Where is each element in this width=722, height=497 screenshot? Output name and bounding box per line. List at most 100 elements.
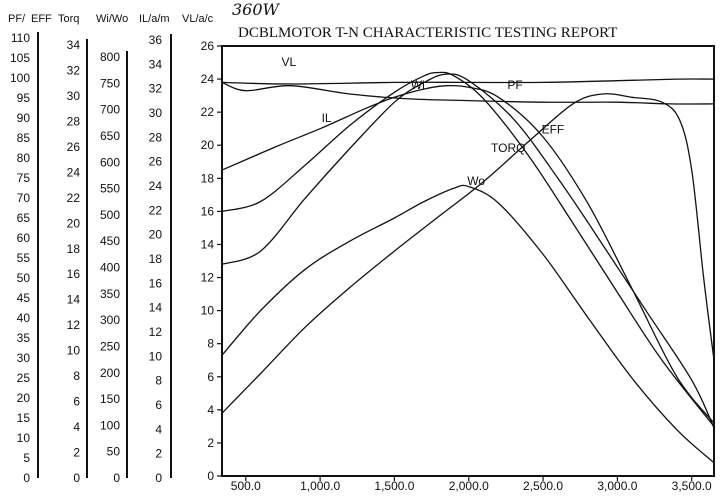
left-tick-label: 800 — [100, 50, 120, 64]
y-tick-label: 24 — [201, 72, 215, 86]
left-tick-label: 400 — [100, 261, 120, 275]
left-tick-label: 8 — [73, 369, 80, 383]
axis-header: IL/a/m — [139, 13, 170, 25]
left-tick-label: 12 — [67, 318, 81, 332]
left-tick-label: 10 — [67, 344, 81, 358]
left-tick-label: 60 — [17, 231, 31, 245]
left-tick-label: 20 — [149, 228, 163, 242]
chart-title: DCBLMOTOR T-N CHARACTERISTIC TESTING REP… — [238, 25, 617, 41]
left-tick-label: 5 — [23, 451, 30, 465]
left-tick-label: 150 — [100, 392, 120, 406]
y-tick-label: 10 — [201, 304, 215, 318]
x-tick-label: 3,500.0 — [672, 479, 712, 492]
y-tick-label: 20 — [201, 138, 215, 152]
left-tick-label: 50 — [17, 271, 31, 285]
left-axes: PF/EFF Torq Wi/Wo IL/a/m VL/a/c1101051009590… — [8, 13, 214, 485]
curve-label-il: IL — [322, 111, 332, 125]
series-line-vl — [221, 78, 715, 85]
left-tick-label: 30 — [67, 89, 81, 103]
left-tick-label: 50 — [107, 445, 121, 459]
left-tick-label: 30 — [17, 351, 31, 365]
left-tick-label: 22 — [67, 191, 81, 205]
left-tick-label: 16 — [67, 267, 81, 281]
left-tick-label: 18 — [67, 242, 81, 256]
left-tick-label: 110 — [11, 31, 30, 45]
x-tick-label: 1,500.0 — [374, 479, 414, 492]
x-tick-label: 3,000.0 — [597, 479, 637, 492]
y-tick-label: 22 — [201, 105, 215, 119]
left-tick-label: 85 — [17, 131, 31, 145]
axis-header: VL/a/c — [182, 13, 214, 25]
left-tick-label: 14 — [67, 293, 81, 307]
left-tick-label: 100 — [100, 418, 120, 432]
left-tick-label: 750 — [100, 76, 120, 90]
x-tick-label: 1,000.0 — [300, 479, 340, 492]
left-tick-label: 90 — [17, 111, 31, 125]
left-tick-label: 10 — [149, 349, 163, 363]
left-tick-label: 32 — [67, 63, 81, 77]
left-tick-label: 8 — [155, 374, 162, 388]
left-tick-label: 100 — [10, 71, 30, 85]
left-tick-label: 4 — [73, 420, 80, 434]
left-tick-label: 25 — [17, 371, 31, 385]
left-tick-label: 0 — [23, 471, 30, 485]
left-tick-label: 95 — [17, 91, 31, 105]
curve-label-eff: EFF — [542, 123, 565, 137]
series-line-eff — [221, 93, 715, 414]
left-tick-label: 40 — [17, 311, 31, 325]
left-tick-label: 55 — [17, 251, 31, 265]
plot-frame — [221, 45, 715, 477]
curve-label-wi: Wi — [411, 78, 425, 92]
left-tick-label: 80 — [17, 151, 31, 165]
left-tick-label: 0 — [113, 471, 120, 485]
left-tick-label: 0 — [155, 471, 162, 485]
left-tick-label: 70 — [17, 191, 31, 205]
y-tick-label: 6 — [207, 370, 214, 384]
left-tick-label: 24 — [67, 165, 81, 179]
y-tick-label: 16 — [201, 204, 215, 218]
left-tick-label: 15 — [17, 411, 31, 425]
x-tick-label: 500.0 — [231, 479, 261, 492]
x-tick-label: 2,000.0 — [449, 479, 489, 492]
left-tick-label: 500 — [100, 208, 120, 222]
left-tick-label: 20 — [67, 216, 81, 230]
axis-header: Wi/Wo — [96, 13, 128, 25]
left-tick-label: 20 — [17, 391, 31, 405]
left-tick-label: 14 — [149, 301, 163, 315]
left-tick-label: 10 — [17, 431, 31, 445]
series-line-wo — [221, 184, 715, 464]
left-tick-label: 350 — [100, 287, 120, 301]
left-tick-label: 75 — [17, 171, 31, 185]
y-tick-label: 12 — [201, 271, 215, 285]
left-tick-label: 16 — [149, 276, 163, 290]
y-tick-label: 8 — [207, 337, 214, 351]
left-tick-label: 35 — [17, 331, 31, 345]
left-tick-label: 200 — [100, 366, 120, 380]
left-tick-label: 32 — [149, 82, 163, 96]
left-tick-label: 700 — [100, 103, 120, 117]
left-tick-label: 600 — [100, 155, 120, 169]
axis-header: Torq — [58, 13, 79, 25]
curve-label-pf: PF — [507, 78, 522, 92]
y-tick-label: 14 — [201, 237, 215, 251]
series-line-pf — [221, 81, 715, 105]
left-tick-label: 2 — [155, 447, 162, 461]
left-tick-label: 6 — [155, 398, 162, 412]
left-tick-label: 34 — [67, 38, 81, 52]
left-tick-label: 12 — [149, 325, 163, 339]
series-line-torq — [221, 73, 715, 429]
left-tick-label: 22 — [149, 203, 163, 217]
y-tick-label: 4 — [207, 403, 214, 417]
curve-label-vl: VL — [281, 55, 296, 69]
left-tick-label: 65 — [17, 211, 31, 225]
left-tick-label: 24 — [149, 179, 163, 193]
left-tick-label: 34 — [149, 57, 163, 71]
y-tick-label: 18 — [201, 171, 215, 185]
y-tick-label: 26 — [201, 39, 215, 53]
left-tick-label: 550 — [100, 182, 120, 196]
left-tick-label: 4 — [155, 422, 162, 436]
left-tick-label: 30 — [149, 106, 163, 120]
series-line-il — [221, 84, 715, 424]
left-tick-label: 26 — [67, 140, 81, 154]
